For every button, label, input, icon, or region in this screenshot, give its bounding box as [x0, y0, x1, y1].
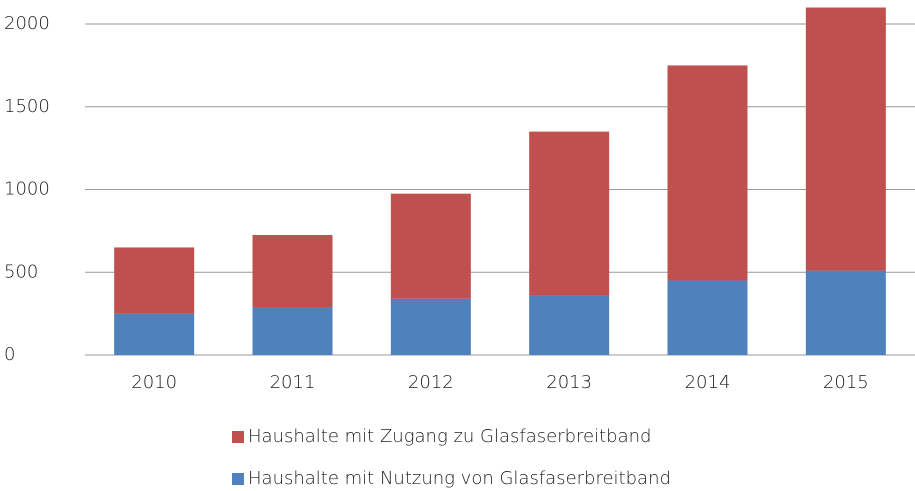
bar-segment [390, 193, 471, 299]
bar-segment [667, 280, 748, 355]
bar-segment [252, 235, 333, 308]
legend-label: Haushalte mit Zugang zu Glasfaserbreitba… [248, 426, 651, 447]
legend-swatch [232, 431, 244, 443]
y-tick-label: 500 [4, 261, 38, 282]
x-tick-label: 2015 [823, 372, 869, 393]
legend-swatch [232, 473, 244, 485]
bar-segment [252, 307, 333, 355]
bar-segment [390, 298, 471, 355]
x-tick-label: 2011 [270, 372, 316, 393]
bar-segment [114, 247, 195, 314]
x-tick-label: 2012 [408, 372, 454, 393]
y-tick-label: 1000 [4, 179, 50, 200]
y-tick-label: 2000 [4, 13, 50, 34]
x-tick-label: 2013 [546, 372, 592, 393]
legend-label: Haushalte mit Nutzung von Glasfaserbreit… [248, 468, 671, 489]
bar-segment [529, 295, 610, 355]
bar-segment [114, 313, 195, 355]
y-tick-label: 0 [4, 344, 15, 365]
y-tick-label: 1500 [4, 96, 50, 117]
bar-segment [805, 7, 886, 271]
bar-segment [805, 270, 886, 355]
x-tick-label: 2014 [685, 372, 731, 393]
bar-segment [667, 65, 748, 281]
x-tick-label: 2010 [131, 372, 177, 393]
bar-segment [529, 131, 610, 296]
